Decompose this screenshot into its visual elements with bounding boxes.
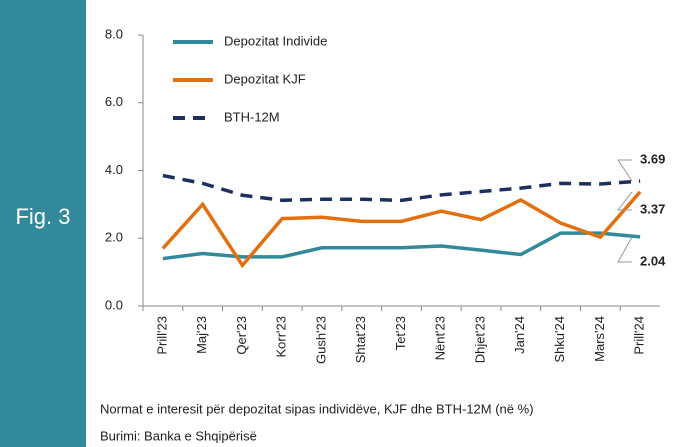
source: Burimi: Banka e Shqipërisë: [100, 428, 257, 443]
x-tick-label: Prill'23: [154, 316, 169, 355]
x-tick-label: Shku'24: [552, 316, 567, 363]
x-tick-label: Dhjet'23: [472, 316, 487, 363]
x-tick-label: Nënt'23: [433, 316, 448, 360]
figure-label: Fig. 3: [15, 204, 70, 229]
x-tick-label: Prill'24: [632, 316, 647, 355]
x-tick-label: Jan'24: [512, 316, 527, 354]
value-label: 3.69: [640, 151, 665, 166]
leader-line: [617, 159, 633, 182]
value-label: 2.04: [640, 253, 666, 268]
leader-line: [616, 191, 633, 211]
series-line: [162, 231, 641, 261]
figure-band: [0, 0, 86, 447]
x-tick-label: Korr'23: [274, 316, 289, 358]
legend-label: BTH-12M: [224, 109, 280, 124]
y-tick-label: 0.0: [105, 297, 123, 312]
y-tick-label: 6.0: [105, 94, 123, 109]
value-label: 3.37: [640, 201, 665, 216]
legend-label: Depozitat KJF: [224, 71, 306, 86]
y-tick-label: 8.0: [105, 26, 123, 41]
leader-line: [617, 236, 633, 263]
x-tick-label: Shtat'23: [353, 316, 368, 363]
x-tick-label: Gush'23: [313, 316, 328, 364]
x-tick-label: Mars'24: [592, 316, 607, 362]
x-tick-label: Tet'23: [393, 316, 408, 350]
x-tick-label: Qer'23: [234, 316, 249, 355]
caption: Normat e interesit për depozitat sipas i…: [100, 401, 534, 416]
series-line: [161, 190, 642, 269]
y-tick-label: 2.0: [105, 230, 123, 245]
legend-label: Depozitat Individe: [224, 33, 327, 48]
series-line: [162, 173, 641, 203]
y-tick-label: 4.0: [105, 162, 123, 177]
x-tick-label: Maj'23: [194, 316, 209, 354]
